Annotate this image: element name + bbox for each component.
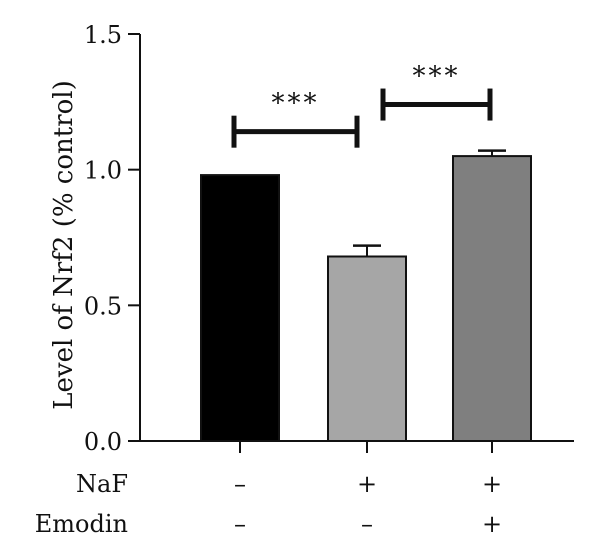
significance-markers: *** ***	[231, 62, 493, 148]
treatment-label: Emodin	[35, 510, 128, 538]
treatment-value: –	[234, 470, 246, 498]
y-tick-label: 1.5	[84, 21, 122, 49]
bar	[200, 174, 280, 443]
treatment-value: +	[482, 510, 502, 538]
treatment-value: –	[361, 510, 373, 538]
significance-label: ***	[413, 62, 461, 92]
bar	[327, 255, 407, 443]
bar	[452, 155, 532, 442]
y-axis-label: Level of Nrf2 (% control)	[49, 80, 79, 410]
treatment-value: +	[482, 470, 502, 498]
treatment-table: NaF – + + Emodin – – +	[35, 470, 502, 538]
bars	[200, 149, 532, 443]
significance-label: ***	[272, 89, 320, 119]
treatment-value: –	[234, 510, 246, 538]
y-tick-label: 0.5	[84, 292, 122, 320]
treatment-label: NaF	[76, 470, 128, 498]
treatment-value: +	[357, 470, 377, 498]
y-tick-label: 1.0	[84, 157, 122, 185]
y-tick-label: 0.0	[84, 428, 122, 456]
